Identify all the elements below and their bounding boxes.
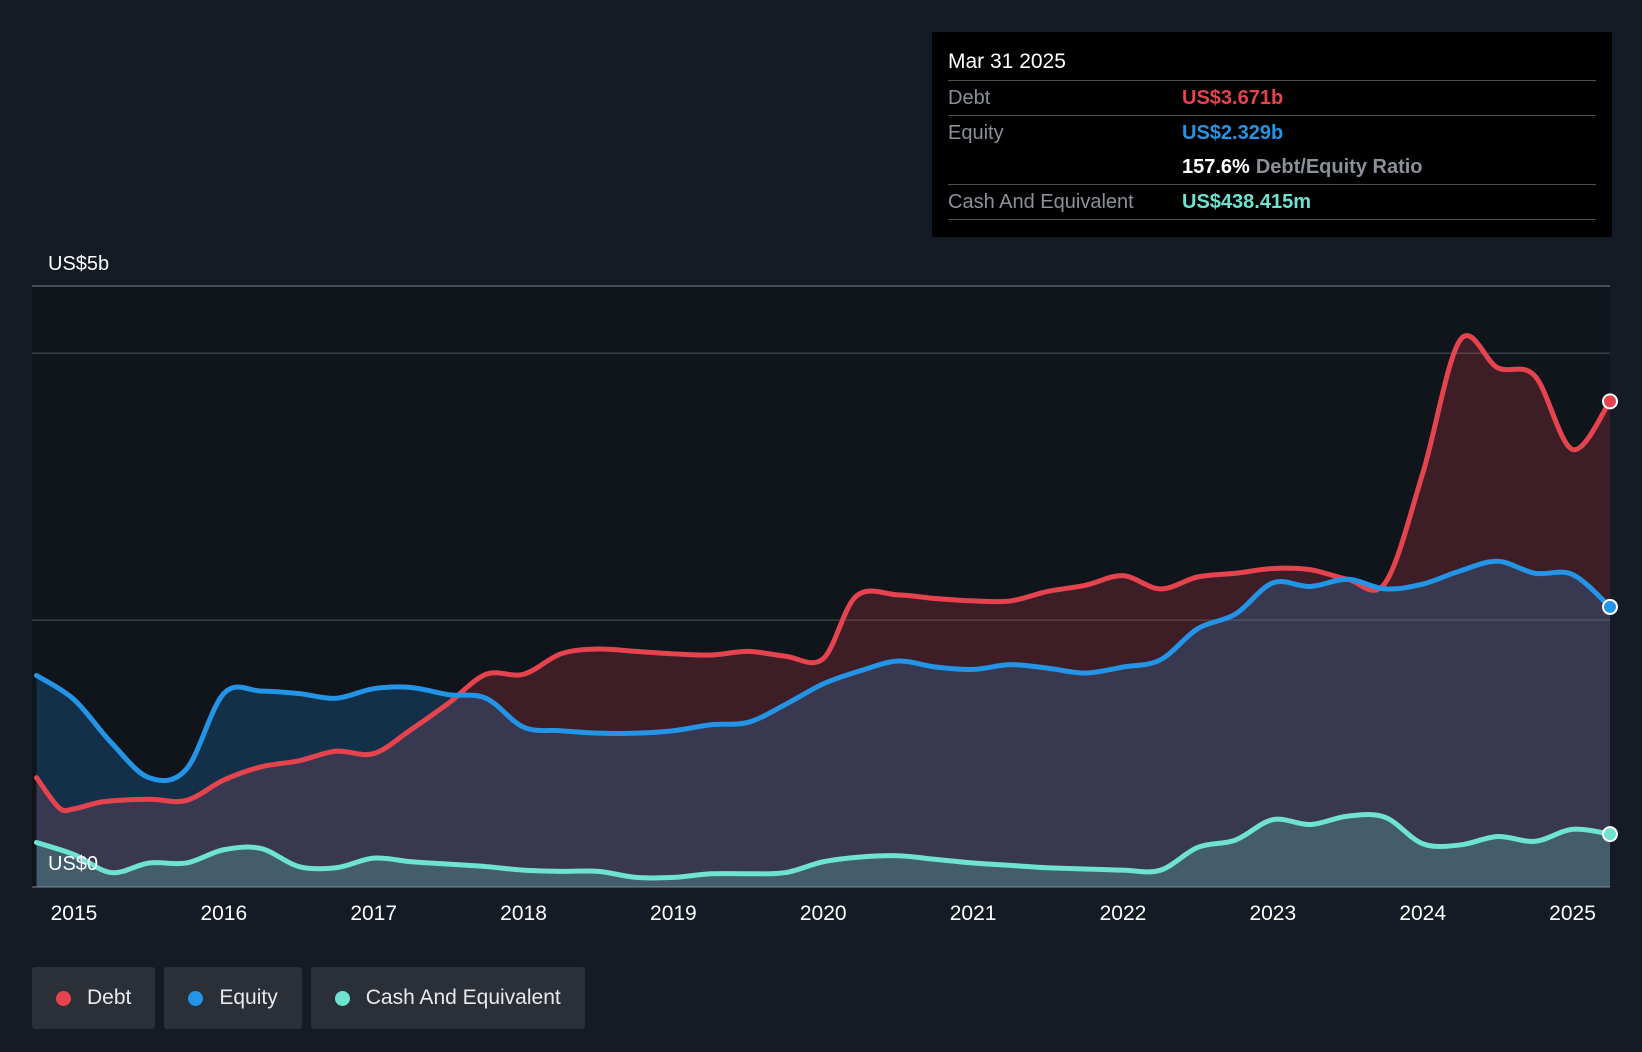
equity-dot-icon (188, 990, 204, 1006)
equity-end-marker (1602, 598, 1618, 615)
legend-item-cash[interactable]: Cash And Equivalent (310, 967, 585, 1029)
equity-line (33, 558, 1613, 784)
x-tick-label-2015: 2015 (51, 902, 98, 925)
debt-end-marker (1602, 393, 1618, 410)
series-areas (36, 335, 1610, 888)
x-tick-label-2022: 2022 (1100, 902, 1147, 925)
x-tick-label-2025: 2025 (1549, 902, 1596, 925)
x-tick-label-2017: 2017 (350, 902, 397, 925)
x-tick-label-2020: 2020 (800, 902, 847, 925)
tooltip-ratio: 157.6% Debt/Equity Ratio (1182, 150, 1423, 184)
tooltip: Mar 31 2025 Debt US$3.671b Equity US$2.3… (932, 32, 1612, 237)
tooltip-debt-value: US$3.671b (1182, 87, 1284, 109)
cash-line (33, 812, 1613, 881)
legend-label-cash: Cash And Equivalent (365, 986, 561, 1009)
plot-background (32, 286, 1610, 887)
x-tick-label-2016: 2016 (200, 902, 247, 925)
end-markers (1602, 393, 1618, 843)
x-tick-label-2023: 2023 (1249, 902, 1296, 925)
cash-area (36, 814, 1610, 887)
y-axis-bottom-label: US$0 (48, 853, 98, 875)
tooltip-equity-label: Equity (948, 122, 1004, 144)
legend: Debt Equity Cash And Equivalent (32, 967, 585, 1029)
tooltip-ratio-label: Debt/Equity Ratio (1255, 156, 1423, 178)
tooltip-date: Mar 31 2025 (948, 50, 1066, 73)
tooltip-cash-value: US$438.415m (1182, 191, 1311, 213)
tooltip-debt-label: Debt (948, 87, 991, 109)
y-axis-top-label: US$5b (48, 253, 109, 275)
x-tick-label-2024: 2024 (1399, 902, 1446, 925)
legend-label-equity: Equity (219, 986, 278, 1009)
x-tick-label-2018: 2018 (500, 902, 547, 925)
legend-item-debt[interactable]: Debt (32, 967, 156, 1029)
legend-label-debt: Debt (87, 986, 132, 1009)
x-tick-label-2021: 2021 (950, 902, 997, 925)
cash-end-marker (1602, 826, 1618, 843)
x-axis: 2015 2016 2017 2018 2019 2020 2021 2022 2023 2024… (51, 902, 1596, 925)
cash-dot-icon (334, 990, 350, 1006)
grid-lines (32, 285, 1610, 888)
series-lines (33, 333, 1613, 881)
equity-area (36, 561, 1610, 887)
legend-item-equity[interactable]: Equity (164, 967, 302, 1029)
tooltip-ratio-value: 157.6% (1182, 156, 1250, 178)
tooltip-cash-label: Cash And Equivalent (948, 191, 1134, 213)
debt-area (36, 335, 1610, 888)
x-tick-label-2019: 2019 (650, 902, 697, 925)
tooltip-equity-value: US$2.329b (1182, 122, 1284, 144)
debt-dot-icon (56, 990, 71, 1006)
